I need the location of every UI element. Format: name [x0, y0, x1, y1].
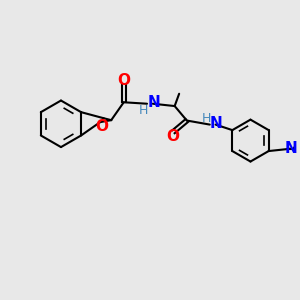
Text: N: N: [285, 141, 297, 156]
Text: H: H: [202, 112, 211, 125]
Text: H: H: [139, 103, 148, 117]
Text: O: O: [95, 119, 108, 134]
Text: O: O: [117, 73, 130, 88]
Text: N: N: [210, 116, 223, 130]
Text: N: N: [147, 95, 160, 110]
Text: O: O: [166, 129, 179, 144]
